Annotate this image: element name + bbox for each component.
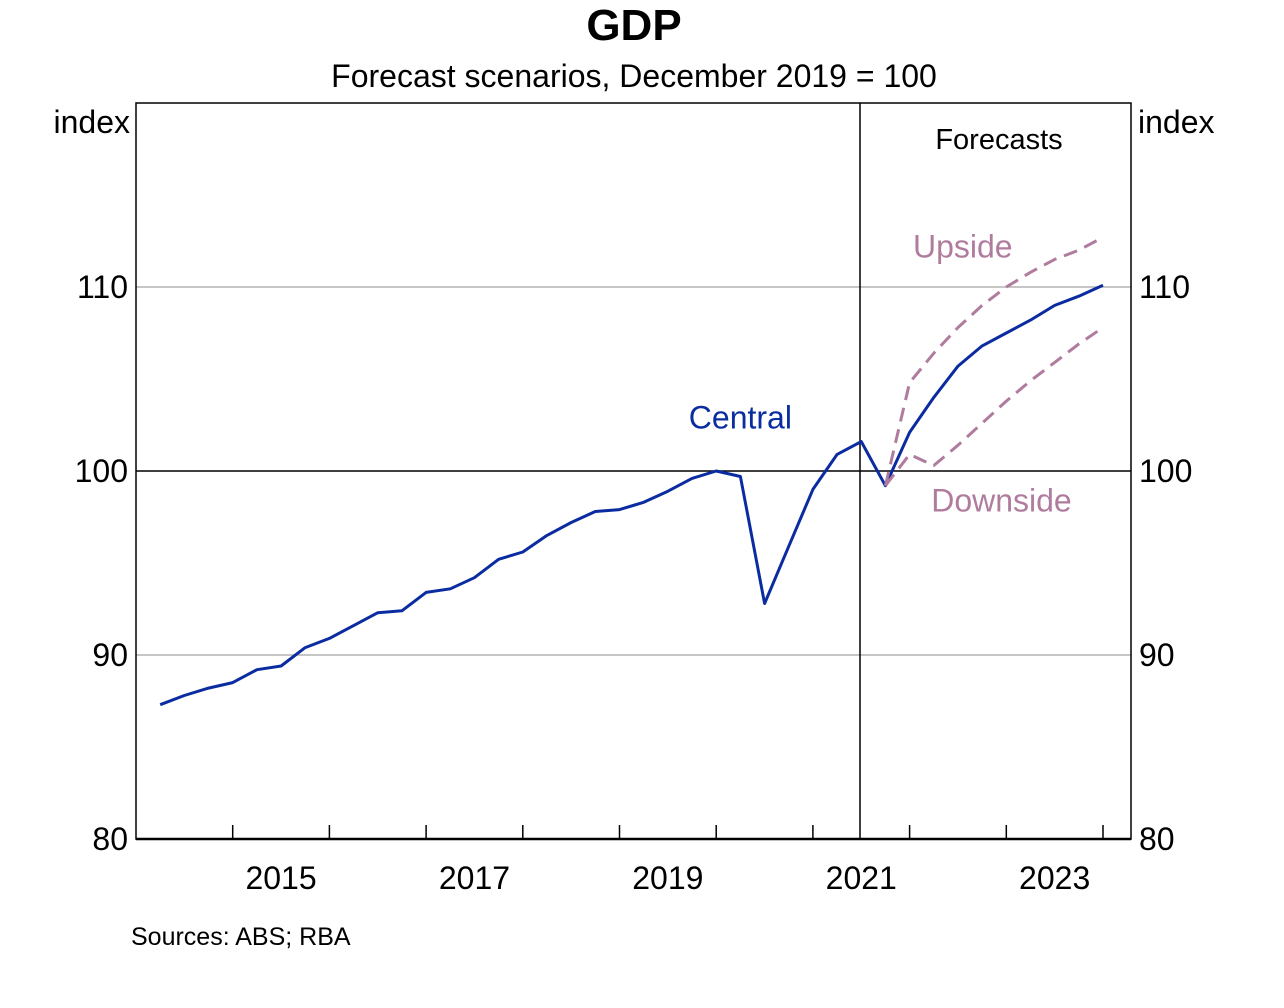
series-line-upside <box>883 235 1104 487</box>
y-tick-label-left: 110 <box>77 269 128 305</box>
series-line-central <box>159 283 1104 707</box>
y-tick-label-left: 100 <box>75 453 128 489</box>
annotation-central: Central <box>689 400 792 436</box>
annotation-upside: Upside <box>913 229 1013 265</box>
x-tick-label-2015: 2015 <box>245 860 316 896</box>
y-tick-label-right: 110 <box>1139 269 1190 305</box>
y-tick-label-left: 80 <box>92 821 128 857</box>
x-tick-label-2023: 2023 <box>1019 860 1090 896</box>
x-tick-label-2021: 2021 <box>826 860 897 896</box>
reference-lines <box>136 103 1131 839</box>
forecasts-label: Forecasts <box>935 124 1062 156</box>
x-ticks: 2015 2017 2019 2021 2023 <box>231 825 1104 896</box>
series-lines <box>159 235 1104 707</box>
sources-note: Sources: ABS; RBA <box>131 923 351 951</box>
y-tick-labels: 80 80 90 90 100 100 110 110 <box>75 269 1193 857</box>
y-tick-label-right: 100 <box>1139 453 1192 489</box>
x-tick-label-2017: 2017 <box>439 860 510 896</box>
y-tick-label-right: 80 <box>1139 821 1175 857</box>
x-tick-label-2019: 2019 <box>632 860 703 896</box>
chart-title: GDP <box>586 1 681 50</box>
chart-subtitle: Forecast scenarios, December 2019 = 100 <box>331 58 937 94</box>
right-axis-unit: index <box>1138 104 1215 140</box>
y-tick-label-left: 90 <box>92 637 128 673</box>
annotation-downside: Downside <box>931 482 1072 518</box>
plot-frame <box>135 102 1132 841</box>
left-axis-unit: index <box>54 104 131 140</box>
y-tick-label-right: 90 <box>1139 637 1175 673</box>
series-line-downside <box>884 326 1104 487</box>
series-annotations: Central Upside Downside <box>689 229 1072 519</box>
gridlines <box>136 286 1131 656</box>
